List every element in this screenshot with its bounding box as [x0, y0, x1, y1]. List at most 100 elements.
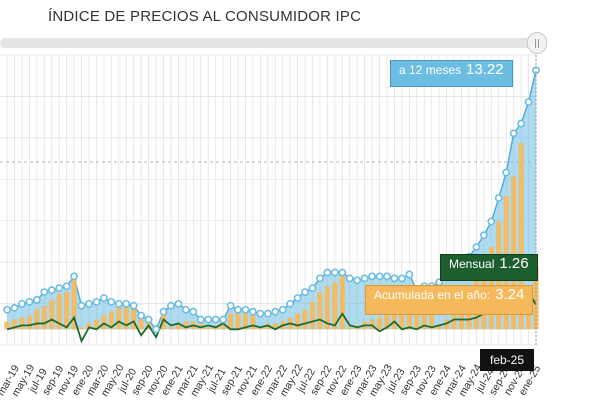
point-annual [122, 299, 131, 308]
point-annual [77, 301, 86, 310]
point-annual [40, 288, 49, 296]
point-annual [278, 305, 287, 314]
point-annual [345, 274, 354, 283]
bar-cumulative [78, 327, 85, 330]
bar-cumulative [86, 323, 92, 330]
bar-cumulative [64, 292, 70, 330]
bar-cumulative [444, 319, 450, 330]
point-annual [509, 129, 518, 138]
point-annual [62, 282, 71, 291]
bar-cumulative [272, 323, 278, 330]
point-annual [323, 268, 332, 277]
bar-cumulative [406, 309, 412, 330]
point-annual [167, 301, 175, 310]
point-annual [524, 98, 533, 106]
bar-cumulative [384, 313, 390, 330]
bar-cumulative [175, 323, 181, 330]
bar-cumulative [123, 305, 129, 330]
bar-cumulative [339, 272, 345, 330]
tooltip-cumulative-value: 3.24 [495, 286, 525, 303]
point-annual [25, 297, 34, 306]
bar-cumulative [414, 311, 420, 330]
point-annual [316, 274, 324, 283]
point-annual [502, 168, 511, 177]
series-monthly-line [6, 290, 537, 344]
point-annual [137, 311, 146, 320]
point-annual [375, 272, 384, 281]
point-annual [338, 268, 347, 277]
point-annual [248, 307, 257, 316]
bar-cumulative [533, 265, 539, 330]
bar-cumulative [41, 305, 47, 330]
point-annual [241, 305, 250, 314]
tooltip-monthly-value: 1.26 [499, 255, 529, 272]
point-annual [47, 286, 56, 295]
point-annual [256, 309, 265, 318]
point-annual [32, 296, 41, 304]
point-annual [85, 299, 93, 308]
bar-cumulative [369, 319, 375, 330]
bar-cumulative [347, 327, 353, 330]
bar-cumulative [309, 301, 316, 330]
point-annual [70, 272, 78, 281]
bar-cumulative [302, 309, 308, 330]
bar-cumulative [317, 292, 323, 330]
point-annual [18, 299, 26, 308]
point-annual [286, 299, 295, 308]
bar-cumulative [436, 325, 442, 330]
bar-cumulative [56, 294, 62, 330]
point-annual [397, 274, 406, 283]
point-annual [159, 307, 168, 316]
bar-cumulative [235, 313, 241, 330]
tooltip-cumulative: Acumulada en el año: 3.24 [365, 285, 534, 315]
point-annual [330, 268, 339, 277]
bar-cumulative [250, 311, 256, 330]
bar-cumulative [242, 313, 249, 330]
point-annual [301, 288, 309, 296]
point-annual [472, 243, 481, 251]
point-annual [353, 276, 362, 285]
range-scrollbar[interactable] [0, 38, 545, 48]
point-annual [405, 270, 414, 279]
bar-cumulative [295, 313, 301, 330]
point-annual [3, 305, 11, 314]
point-annual [107, 297, 116, 306]
bar-cumulative [198, 323, 204, 330]
bar-cumulative [391, 309, 398, 330]
point-annual [293, 294, 302, 302]
point-annual [517, 119, 525, 128]
tooltip-monthly: Mensual 1.26 [440, 254, 538, 281]
point-annual [114, 299, 123, 308]
point-annual [196, 315, 205, 324]
range-scroll-handle[interactable] [527, 32, 547, 54]
bar-cumulative [227, 313, 234, 330]
point-annual [189, 307, 198, 316]
point-annual [204, 315, 213, 324]
bar-cumulative [429, 303, 435, 330]
point-annual [494, 194, 503, 202]
point-annual [211, 315, 220, 324]
bar-cumulative [421, 307, 427, 330]
point-annual [92, 297, 101, 306]
bar-cumulative [376, 317, 383, 330]
point-annual [487, 217, 496, 226]
point-annual [263, 309, 272, 318]
bar-cumulative [131, 307, 137, 330]
bar-cumulative [220, 321, 226, 330]
point-annual [271, 307, 280, 316]
bar-cumulative [49, 299, 55, 330]
bar-cumulative [168, 327, 174, 330]
point-annual [174, 299, 183, 308]
tooltip-annual: a 12 meses 13.22 [390, 60, 513, 87]
bar-cumulative [399, 309, 405, 330]
bar-cumulative [183, 321, 189, 330]
point-annual [234, 305, 242, 314]
point-annual [55, 284, 64, 293]
bar-cumulative [205, 327, 211, 330]
bar-cumulative [93, 319, 100, 330]
bar-cumulative [19, 317, 25, 330]
bar-cumulative [11, 319, 18, 330]
point-annual [152, 325, 160, 334]
point-annual [144, 315, 153, 324]
point-annual [10, 303, 19, 312]
